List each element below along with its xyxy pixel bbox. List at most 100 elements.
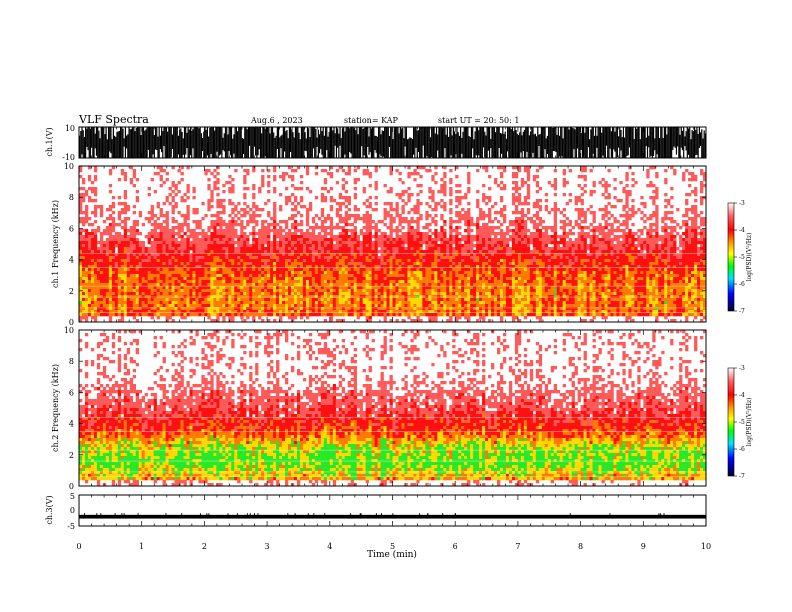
spectrogram-cell — [282, 247, 286, 251]
spectrogram-cell — [362, 238, 366, 242]
spectrogram-cell — [222, 259, 226, 263]
spectrogram-cell — [485, 259, 489, 263]
spectrogram-cell — [84, 205, 89, 209]
spectrogram-cell — [514, 244, 519, 248]
spectrogram-cell — [431, 250, 435, 254]
spectrogram-cell — [213, 253, 217, 257]
spectrogram-cell — [470, 238, 474, 242]
ch1-waveform-segment — [299, 139, 301, 158]
ch1-ytick-bottom: -10 — [62, 153, 75, 162]
spectrogram-cell — [592, 235, 596, 239]
ch1-waveform-segment — [132, 127, 134, 158]
spectrogram-cell — [395, 232, 399, 236]
spectrogram-cell — [246, 262, 250, 266]
spectrogram-cell — [586, 262, 590, 266]
ch1-waveform-segment — [255, 127, 257, 156]
spectrogram-cell — [694, 220, 698, 224]
spectrogram-cell — [368, 226, 372, 230]
spectrogram-cell — [652, 271, 656, 275]
spectrogram-cell — [332, 235, 337, 239]
spectrogram-cell — [529, 265, 534, 269]
spectrogram-cell — [90, 223, 95, 227]
spectrogram-cell — [87, 271, 92, 275]
spectrogram-cell — [407, 250, 411, 254]
spectrogram-cell — [547, 211, 552, 215]
spectrogram-cell — [550, 253, 555, 257]
spectrogram-cell — [114, 265, 119, 269]
spectrogram-cell — [425, 235, 429, 239]
spectrogram-cell — [168, 187, 172, 191]
spectrogram-cell — [261, 235, 265, 239]
spectrogram-cell — [401, 208, 405, 212]
spectrogram-cell — [293, 244, 298, 248]
spectrogram-cell — [79, 250, 83, 254]
ch1-waveform-segment — [674, 127, 676, 148]
spectrogram-cell — [258, 238, 262, 242]
spectrogram-cell — [559, 250, 563, 254]
spectrogram-cell — [649, 166, 653, 170]
ch1-waveform-segment — [678, 127, 680, 158]
spectrogram-cell — [228, 175, 232, 179]
spectrogram-cell — [132, 244, 137, 248]
spectrogram-cell — [329, 238, 334, 242]
spectrogram-cell — [589, 268, 593, 272]
spectrogram-cell — [476, 271, 480, 275]
spectrogram-cell — [526, 208, 531, 212]
spectrogram-cell — [440, 250, 444, 254]
spectrogram-cell — [652, 190, 656, 194]
ch1-waveform-segment — [314, 127, 316, 158]
ch1-waveform-segment — [636, 128, 638, 158]
spectrogram-cell — [290, 262, 295, 266]
spectrogram-cell — [264, 256, 268, 260]
spectrogram-cell — [99, 247, 104, 251]
spectrogram-cell — [413, 247, 417, 251]
spectrogram-cell — [359, 250, 363, 254]
spectrogram-cell — [353, 256, 357, 260]
spectrogram-cell — [667, 199, 671, 203]
ch1-waveform-segment — [450, 127, 452, 156]
spectrogram-cell — [87, 256, 92, 260]
spectrogram-cell — [171, 241, 175, 245]
spectrogram-cell — [252, 220, 256, 224]
spectrogram-cell — [452, 247, 456, 251]
spectrogram-cell — [341, 184, 346, 188]
spectrogram-cell — [607, 169, 611, 173]
spectrogram-cell — [580, 271, 584, 275]
spectrogram-cell — [464, 268, 468, 272]
spectrogram-cell — [670, 229, 674, 233]
spectrogram-cell — [264, 259, 268, 263]
spectrogram-cell — [270, 241, 274, 245]
spectrogram-cell — [544, 226, 549, 230]
spectrogram-cell — [198, 265, 202, 269]
spectrogram-cell — [691, 226, 695, 230]
spectrogram-cell — [631, 271, 635, 275]
spectrogram-cell — [147, 217, 151, 221]
spectrogram-cell — [604, 220, 608, 224]
spectrogram-cell — [422, 271, 426, 275]
spectrogram-cell — [383, 247, 387, 251]
spectrogram-cell — [231, 238, 235, 242]
ch1-waveform-segment — [539, 133, 541, 158]
spectrogram-cell — [497, 166, 501, 170]
spectrogram-cell — [186, 247, 190, 251]
spectrogram-cell — [640, 247, 644, 251]
spectrogram-cell — [667, 217, 671, 221]
spectrogram-cell — [344, 247, 349, 251]
ch1-waveform-segment — [385, 127, 387, 158]
spectrogram-cell — [634, 232, 638, 236]
spectrogram-cell — [341, 244, 346, 248]
spectrogram-cell — [240, 208, 244, 212]
ch1-waveform-segment — [439, 127, 441, 158]
spectrogram-cell — [499, 250, 504, 254]
spectrogram-cell — [610, 214, 614, 218]
spectrogram-cell — [84, 235, 89, 239]
spectrogram-cell — [505, 265, 510, 269]
spectrogram-cell — [177, 268, 181, 272]
spectrogram-cell — [649, 238, 653, 242]
spectrogram-cell — [574, 268, 578, 272]
spectrogram-cell — [494, 202, 498, 206]
spectrogram-cell — [132, 241, 137, 245]
spectrogram-cell — [592, 247, 596, 251]
spectrogram-cell — [637, 259, 641, 263]
spectrogram-cell — [538, 262, 543, 266]
